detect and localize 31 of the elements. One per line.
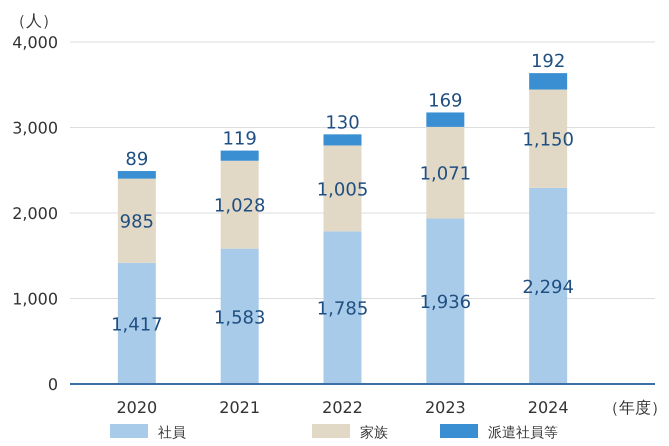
y-tick-label: 0 — [48, 375, 58, 394]
data-label: 89 — [125, 149, 148, 170]
legend-label: 家族 — [360, 425, 388, 441]
bar — [118, 178, 156, 263]
data-label: 119 — [222, 128, 257, 150]
x-tick-label: 2022 — [322, 398, 363, 417]
data-label: 1,150 — [522, 130, 574, 151]
y-tick-label: 1,000 — [12, 290, 58, 308]
x-tick-label: 2023 — [424, 398, 466, 417]
y-tick-label: 2,000 — [12, 204, 58, 223]
y-tick-label: 3,000 — [12, 118, 58, 138]
data-label: 985 — [120, 212, 154, 233]
bar — [426, 112, 464, 127]
x-tick-label: 2021 — [219, 398, 260, 417]
bar — [220, 150, 259, 161]
x-axis-title: （年度） — [603, 398, 667, 417]
legend-label: 派遣社員等 — [488, 425, 558, 441]
y-axis-title: （人） — [10, 11, 58, 30]
data-label: 169 — [428, 90, 463, 112]
bar — [324, 134, 362, 146]
legend-label: 社員 — [158, 425, 186, 441]
data-label: 1,071 — [420, 164, 472, 185]
bar — [118, 171, 156, 179]
data-label: 192 — [530, 51, 566, 72]
data-label: 130 — [325, 112, 360, 134]
data-label: 1,005 — [316, 179, 368, 200]
bar — [529, 73, 568, 90]
x-tick-label: 2024 — [528, 398, 569, 417]
x-tick-label: 2020 — [116, 398, 158, 417]
y-tick-label: 4,000 — [12, 33, 58, 52]
data-label: 1,028 — [214, 196, 266, 217]
